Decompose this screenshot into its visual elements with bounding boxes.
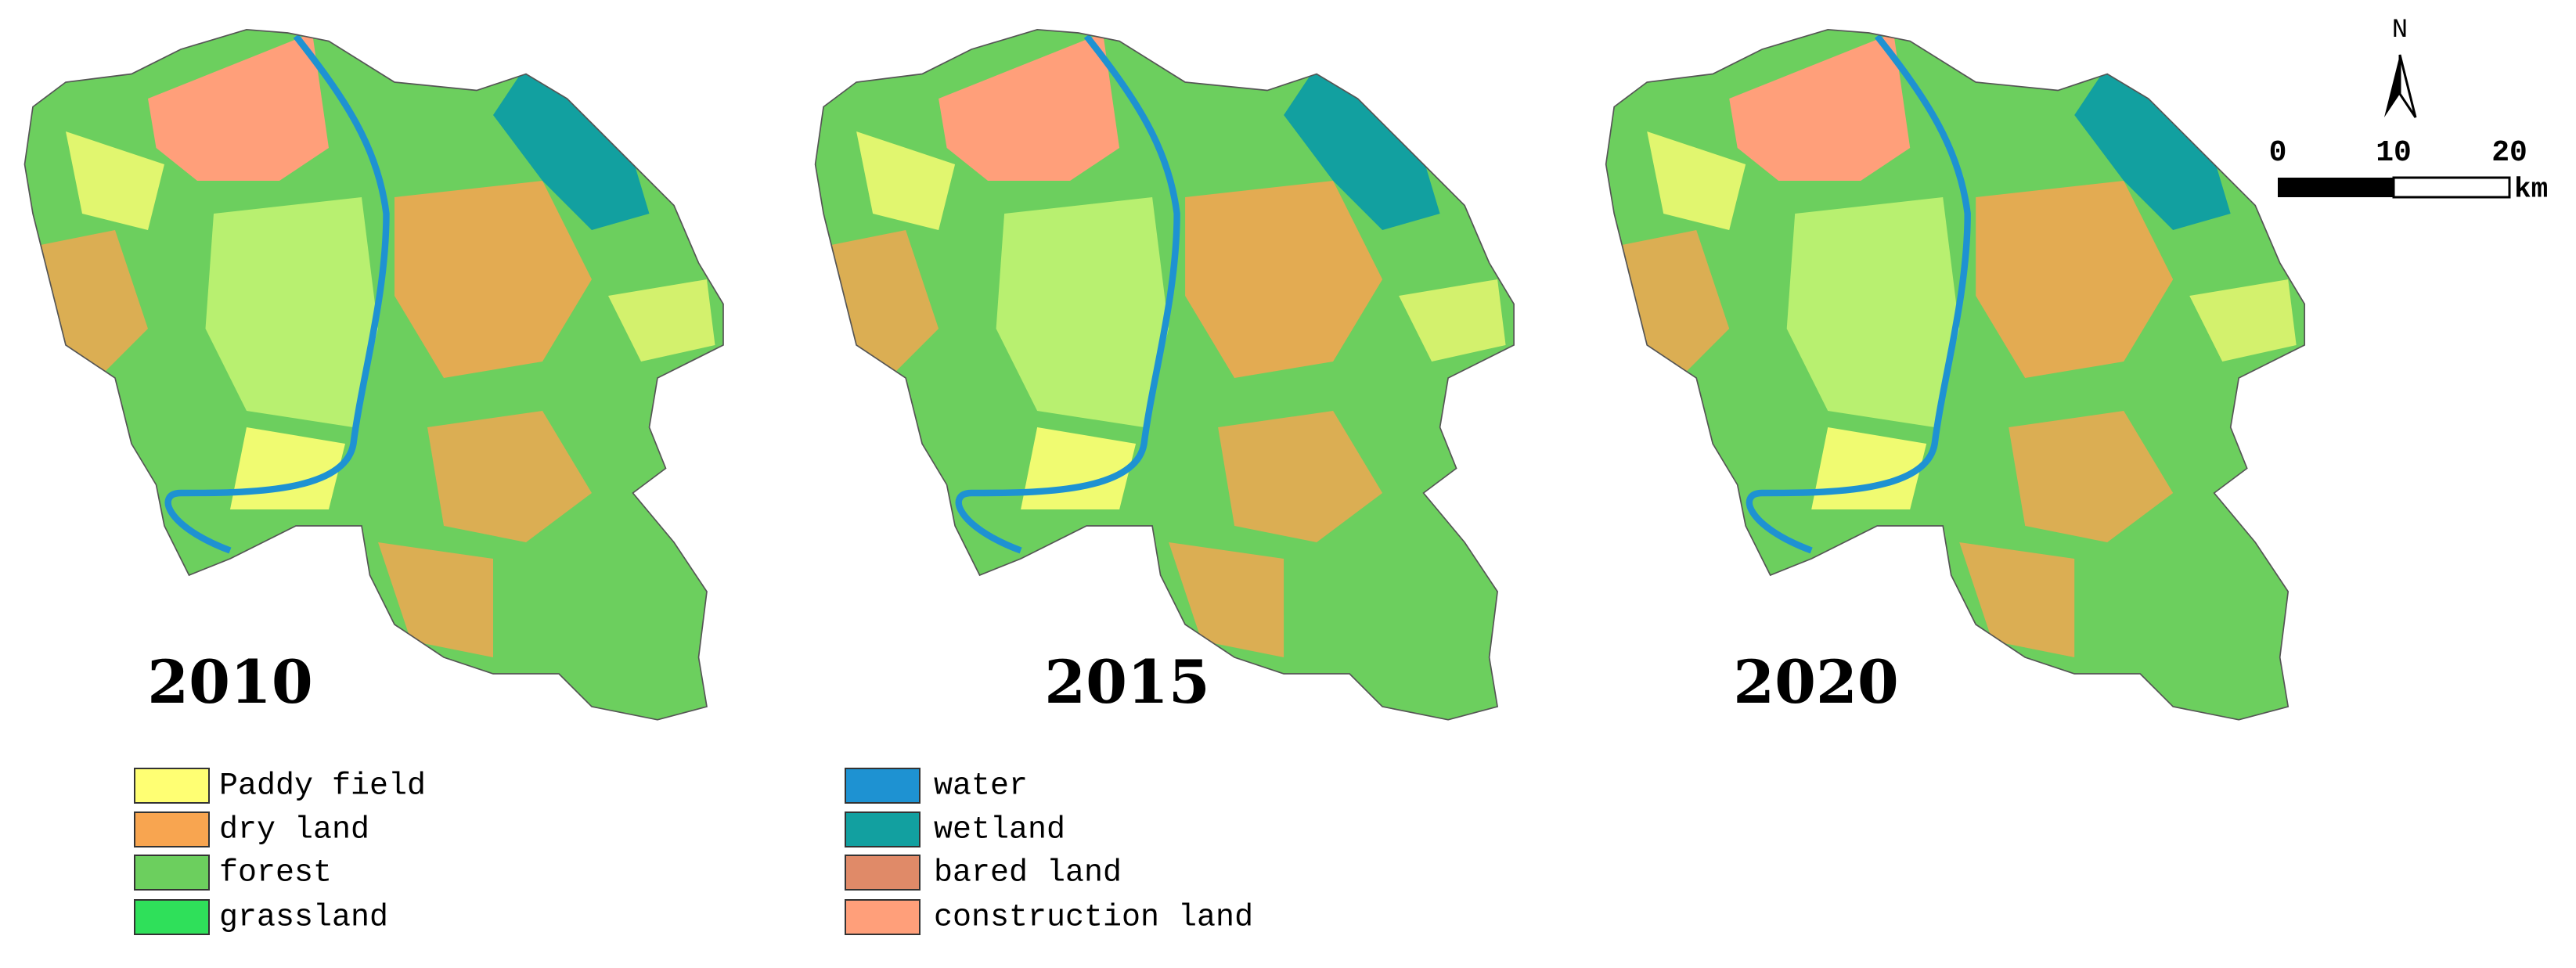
scale-unit: km — [2514, 174, 2548, 206]
legend-swatch — [845, 768, 921, 804]
map-year: 2020 — [1733, 647, 1899, 717]
scale-bar — [2278, 176, 2511, 199]
legend-label: dry land — [219, 813, 369, 848]
map-year: 2015 — [1044, 647, 1210, 717]
scale-segment — [2278, 178, 2394, 197]
legend-label: water — [934, 769, 1028, 804]
legend-label: grassland — [219, 901, 388, 936]
scale-tick-label: 10 — [2376, 136, 2412, 170]
north-label: N — [2392, 16, 2408, 45]
legend-label: Paddy field — [219, 769, 426, 804]
land-use-map — [0, 0, 740, 739]
scale-segment — [2392, 176, 2511, 199]
arrow-half — [2384, 55, 2400, 117]
legend-swatch — [134, 768, 210, 804]
legend-swatch — [845, 855, 921, 891]
legend-swatch — [134, 899, 210, 935]
legend-label: wetland — [934, 813, 1065, 848]
legend-swatch — [845, 899, 921, 935]
legend-swatch — [845, 811, 921, 847]
north-arrow: N — [2384, 16, 2417, 118]
scale-tick-label: 20 — [2491, 136, 2527, 170]
land-use-map — [791, 0, 1530, 739]
legend-label: forest — [219, 856, 332, 891]
legend-label: bared land — [934, 856, 1122, 891]
land-use-map — [1581, 0, 2321, 739]
arrow-half — [2398, 54, 2417, 118]
legend-label: construction land — [934, 901, 1253, 936]
legend-swatch — [134, 811, 210, 847]
map-year: 2010 — [147, 647, 313, 717]
legend-swatch — [134, 855, 210, 891]
scale-tick-label: 0 — [2269, 136, 2287, 170]
